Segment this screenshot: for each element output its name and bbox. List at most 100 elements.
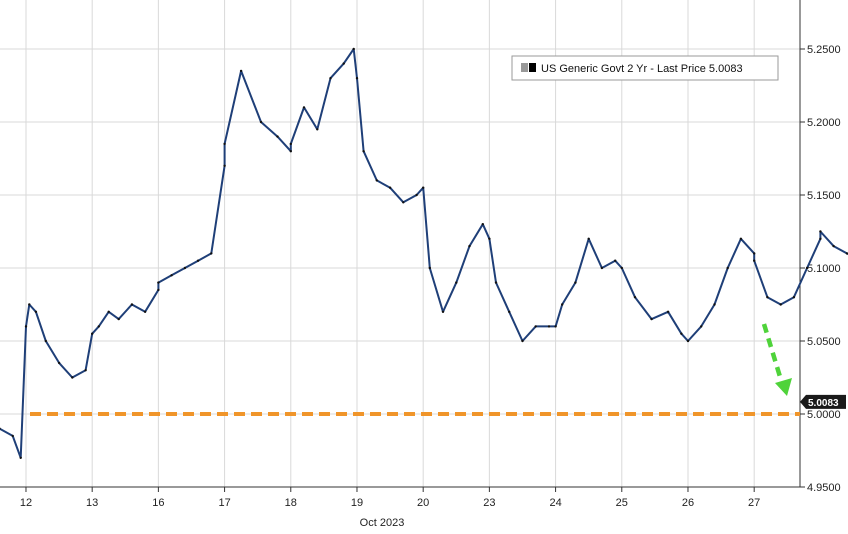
series-point: [28, 303, 31, 306]
legend-box: [511, 55, 779, 81]
series-point: [620, 266, 623, 270]
series-point: [239, 69, 243, 73]
x-tick-label: 19: [351, 497, 363, 509]
series-point: [554, 325, 557, 328]
x-tick-labels: 12 13 16 17 18 19 20 23 24 25 26 27: [20, 487, 760, 509]
series-point: [289, 142, 292, 146]
series-point: [19, 456, 22, 459]
series-point: [415, 193, 418, 197]
down-arrow-head: [775, 378, 792, 396]
series-point: [766, 296, 769, 299]
series-point: [276, 135, 279, 138]
last-price-tag-shape: [800, 394, 846, 409]
series-point: [342, 62, 345, 65]
series-point: [650, 317, 653, 321]
series-point: [488, 237, 491, 240]
series-point: [170, 274, 173, 277]
y-tick-label: 5.0000: [807, 409, 841, 421]
series-line-us-generic-govt-2yr: [0, 48, 848, 459]
series-point: [481, 223, 484, 226]
series-points: [0, 47, 848, 459]
series-point: [779, 303, 782, 306]
series-point: [561, 303, 564, 306]
series-point: [11, 434, 14, 438]
series-point: [388, 186, 392, 189]
series-point: [117, 317, 120, 321]
y-tick-label: 5.2500: [807, 44, 841, 56]
series-point: [143, 310, 147, 313]
legend-text: US Generic Govt 2 Yr - Last Price 5.0083: [541, 63, 743, 75]
x-tick-label: 24: [549, 497, 561, 509]
down-arrow: [761, 323, 792, 396]
legend-swatch-dark: [529, 63, 536, 72]
axes: [0, 0, 801, 488]
series-point: [805, 266, 809, 270]
series-point: [302, 106, 306, 109]
y-tick-label: 5.1000: [807, 263, 841, 275]
series-point: [34, 310, 38, 313]
x-tick-label: 13: [86, 497, 98, 509]
x-tick-label: 18: [285, 497, 297, 509]
series-point: [355, 77, 359, 80]
series-point: [441, 310, 445, 313]
series-point: [210, 252, 213, 255]
x-tick-label: 20: [417, 497, 429, 509]
series-point: [739, 237, 743, 240]
series-point: [259, 120, 263, 124]
series-point: [107, 310, 110, 313]
series-point: [71, 376, 74, 379]
series-point: [753, 252, 756, 255]
grid-lines: [0, 0, 800, 488]
series-point: [494, 281, 498, 284]
legend: US Generic Govt 2 Yr - Last Price 5.0083: [511, 55, 779, 81]
series-point: [329, 77, 332, 80]
series-point: [468, 244, 471, 248]
last-price-tag-text: 5.0083: [808, 398, 839, 409]
series-point: [713, 303, 716, 306]
series-point: [753, 259, 756, 262]
x-tick-label: 12: [20, 497, 32, 509]
series-point: [422, 186, 425, 189]
series-point: [130, 303, 134, 306]
series-point: [600, 266, 604, 270]
series-point: [686, 339, 690, 343]
series-point: [402, 201, 405, 204]
series-point: [792, 296, 796, 299]
series-point: [316, 128, 319, 131]
series-point: [375, 179, 378, 182]
series-point: [700, 325, 703, 328]
series-point: [223, 164, 226, 167]
series-point: [574, 281, 577, 284]
series-point: [57, 361, 61, 365]
y-tick-label: 4.9500: [807, 482, 841, 494]
series-point: [157, 281, 160, 284]
series-point: [223, 142, 226, 146]
series-point: [614, 259, 617, 262]
x-tick-label: 26: [682, 497, 694, 509]
series-point: [455, 281, 458, 284]
x-tick-label: 16: [152, 497, 164, 509]
last-price-tag: 5.0083: [800, 394, 846, 409]
legend-swatch-light: [521, 63, 528, 72]
y-tick-label: 5.0500: [807, 336, 841, 348]
series-point: [84, 369, 87, 372]
series-point: [680, 332, 683, 335]
y-tick-label: 5.1500: [807, 190, 841, 202]
series-point: [666, 310, 670, 313]
series-point: [44, 339, 47, 343]
x-tick-label: 25: [616, 497, 628, 509]
series-point: [362, 150, 365, 153]
series-point: [534, 325, 537, 328]
series-point: [819, 237, 822, 240]
series-point: [819, 230, 822, 233]
y-tick-label: 5.2000: [807, 117, 841, 129]
series-point: [726, 266, 729, 270]
x-tick-label: 23: [483, 497, 495, 509]
series-point: [428, 266, 431, 270]
series-point: [91, 332, 94, 335]
series-point: [289, 150, 292, 153]
series-point: [183, 266, 187, 270]
series-point: [587, 237, 590, 240]
series-point: [196, 259, 200, 262]
